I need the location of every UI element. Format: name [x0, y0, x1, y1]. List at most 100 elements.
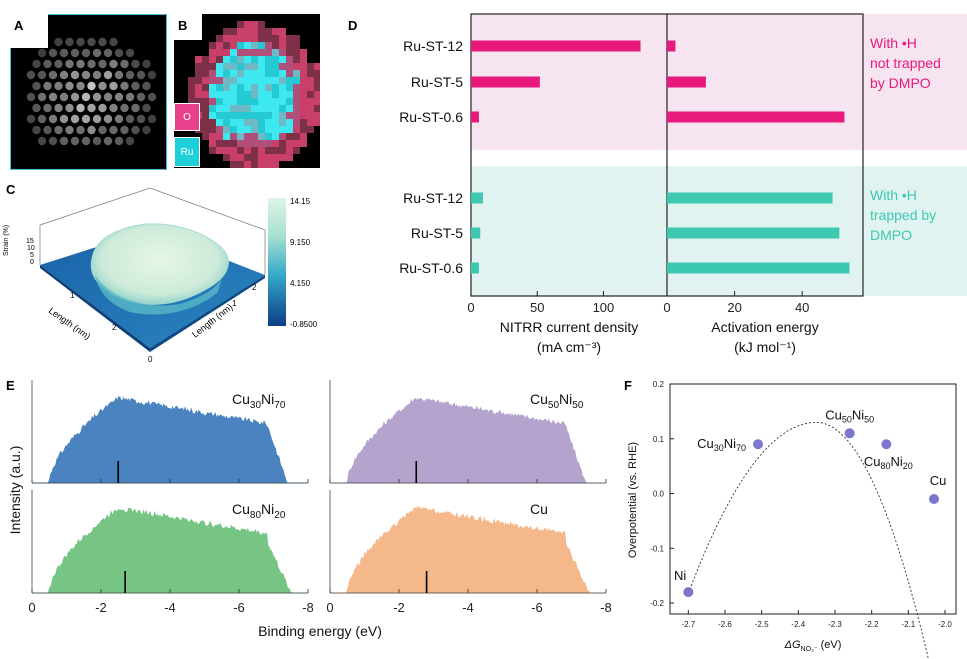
map-pixel — [279, 105, 286, 112]
map-pixel — [251, 119, 258, 126]
map-pixel — [195, 70, 202, 77]
map-pixel — [230, 28, 237, 35]
group1-background — [471, 14, 967, 150]
map-pixel — [314, 119, 320, 126]
current-density-bar — [471, 111, 479, 123]
lattice-atom — [136, 70, 146, 80]
panel-c-zlabel: Strain (%) — [3, 225, 10, 256]
panel-e-letter: E — [6, 378, 15, 393]
map-pixel — [258, 161, 265, 168]
map-pixel — [258, 63, 265, 70]
map-pixel — [293, 84, 300, 91]
ytick-label: -0.2 — [650, 599, 664, 608]
map-pixel — [293, 112, 300, 119]
map-pixel — [223, 35, 230, 42]
map-pixel — [265, 91, 272, 98]
xtick-label: -2.0 — [938, 620, 952, 629]
activation-xtick-label: 40 — [795, 300, 809, 315]
map-pixel — [258, 105, 265, 112]
map-pixel — [293, 77, 300, 84]
map-pixel — [265, 154, 272, 161]
panel-c-cbar-tick-1: 9.150 — [290, 238, 311, 247]
map-pixel — [202, 112, 209, 119]
map-pixel — [265, 112, 272, 119]
lattice-atom — [65, 125, 74, 135]
map-pixel — [251, 70, 258, 77]
panel-a-letter: A — [14, 18, 24, 33]
map-pixel — [314, 105, 320, 112]
lattice-atom — [114, 114, 124, 124]
map-pixel — [202, 126, 209, 133]
lattice-atom — [54, 81, 63, 91]
map-pixel — [195, 63, 202, 70]
lattice-atom — [120, 81, 129, 91]
map-pixel — [230, 84, 237, 91]
panel-d-chart: Ru-ST-12 Ru-ST-5 Ru-ST-0.6 Ru-ST-12 Ru-ST-5 R… — [399, 13, 967, 355]
lattice-atom — [76, 37, 85, 47]
panel-d-letter: D — [348, 18, 358, 33]
lattice-atom — [87, 103, 96, 113]
map-pixel — [230, 35, 237, 42]
lattice-atom — [142, 81, 151, 91]
lattice-atom — [26, 92, 36, 102]
map-pixel — [237, 42, 244, 49]
map-pixel — [223, 112, 230, 119]
map-pixel — [230, 63, 237, 70]
map-pixel — [230, 154, 237, 161]
map-pixel — [307, 84, 314, 91]
composition-label: Cu80Ni20 — [232, 501, 286, 521]
map-pixel — [251, 112, 258, 119]
lattice-atom — [59, 70, 69, 80]
map-pixel — [286, 147, 293, 154]
map-pixel — [300, 105, 307, 112]
map-pixel — [195, 98, 202, 105]
activation-energy-bar — [667, 192, 833, 204]
map-pixel — [230, 119, 237, 126]
map-pixel — [237, 91, 244, 98]
map-pixel — [293, 91, 300, 98]
map-pixel — [265, 140, 272, 147]
map-pixel — [286, 56, 293, 63]
map-pixel — [244, 63, 251, 70]
map-pixel — [244, 91, 251, 98]
map-pixel — [230, 49, 237, 56]
group-annotation-line: With •H — [870, 35, 917, 51]
map-pixel — [216, 56, 223, 63]
panel-c-ytick-1: 1 — [232, 299, 237, 308]
category-label: Ru-ST-0.6 — [399, 260, 463, 276]
dos-xlabel: Binding energy (eV) — [258, 623, 382, 639]
map-pixel — [195, 56, 202, 63]
map-pixel — [209, 126, 216, 133]
panel-a-label-box — [10, 14, 48, 48]
map-pixel — [202, 119, 209, 126]
current-xunit: (mA cm⁻³) — [537, 339, 601, 355]
panel-c-cbar-tick-3: -0.8500 — [290, 320, 318, 329]
map-pixel — [293, 140, 300, 147]
map-pixel — [223, 154, 230, 161]
map-pixel — [209, 42, 216, 49]
scatter-point-label: Ni — [674, 568, 686, 583]
map-pixel — [251, 133, 258, 140]
dos-xtick-label: 0 — [326, 600, 333, 615]
map-pixel — [244, 154, 251, 161]
map-pixel — [237, 28, 244, 35]
lattice-atom — [103, 70, 113, 80]
lattice-atom — [142, 125, 151, 135]
map-pixel — [237, 98, 244, 105]
map-pixel — [272, 119, 279, 126]
lattice-atom — [37, 136, 47, 146]
map-pixel — [300, 49, 307, 56]
panel-f-letter: F — [624, 378, 632, 393]
map-pixel — [244, 98, 251, 105]
map-pixel — [272, 35, 279, 42]
map-pixel — [244, 42, 251, 49]
map-pixel — [188, 84, 195, 91]
legend-ru-box: Ru — [174, 137, 200, 167]
map-pixel — [265, 56, 272, 63]
map-pixel — [272, 42, 279, 49]
lattice-atom — [76, 125, 85, 135]
scatter-point-label: Cu — [930, 473, 947, 488]
lattice-atom — [43, 125, 52, 135]
map-pixel — [209, 84, 216, 91]
panel-a-image — [10, 14, 167, 170]
